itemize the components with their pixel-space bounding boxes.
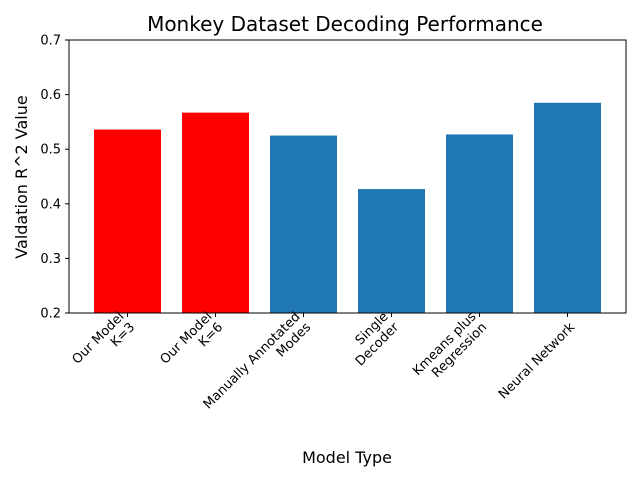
bar-3 bbox=[270, 135, 337, 313]
bar-4 bbox=[358, 189, 425, 313]
bar-2 bbox=[182, 112, 249, 313]
y-tick-label: 0.7 bbox=[40, 34, 61, 49]
y-axis: 0.2 0.3 0.4 0.5 0.6 0.7 bbox=[40, 34, 69, 322]
y-tick-label: 0.2 bbox=[40, 307, 61, 322]
bars-group bbox=[94, 102, 601, 313]
y-tick-label: 0.6 bbox=[40, 88, 61, 103]
chart-title: Monkey Dataset Decoding Performance bbox=[147, 12, 543, 36]
bar-5 bbox=[446, 134, 513, 313]
y-axis-title: Valdation R^2 Value bbox=[12, 95, 31, 258]
plot-frame bbox=[68, 39, 627, 314]
bar-1 bbox=[94, 129, 161, 313]
y-tick-label: 0.4 bbox=[40, 197, 61, 212]
x-axis-title: Model Type bbox=[302, 448, 392, 467]
bar-6 bbox=[534, 102, 601, 313]
y-tick-label: 0.3 bbox=[40, 252, 61, 267]
y-tick-label: 0.5 bbox=[40, 143, 61, 158]
